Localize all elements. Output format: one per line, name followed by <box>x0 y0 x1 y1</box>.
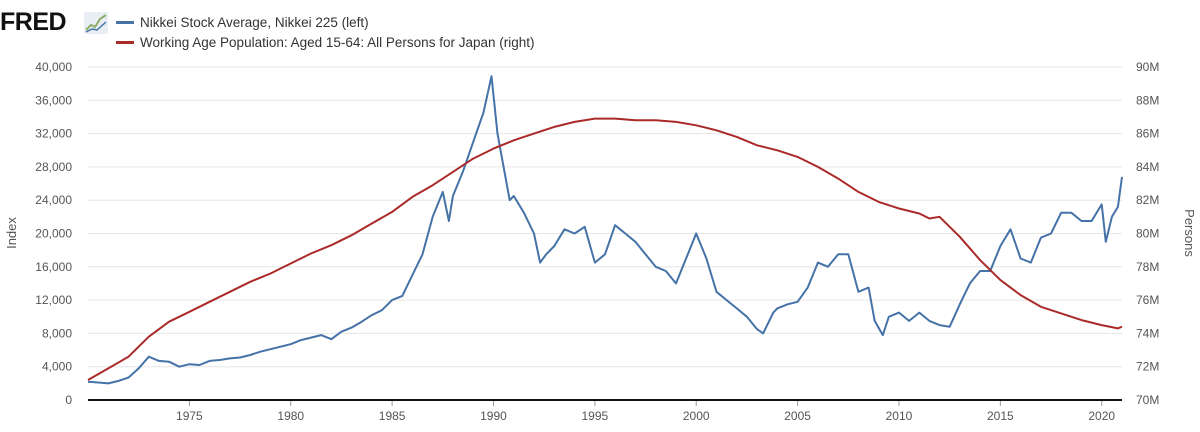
x-tick-label: 1995 <box>582 409 609 423</box>
line-chart-icon <box>84 12 108 34</box>
legend-item-population[interactable]: Working Age Population: Aged 15-64: All … <box>116 32 535 52</box>
right-tick-label: 78M <box>1136 260 1159 274</box>
grid-lines <box>88 66 1122 368</box>
x-tick-label: 2005 <box>784 409 811 423</box>
left-tick-label: 32,000 <box>35 127 72 141</box>
right-axis-ticks: 70M 72M 74M 76M 78M 80M 82M 84M 86M 88M 90M <box>1136 60 1159 407</box>
fred-logo: FRED <box>0 8 67 36</box>
right-tick-label: 76M <box>1136 293 1159 307</box>
nikkei-series-line[interactable] <box>87 75 1123 385</box>
legend-swatch-nikkei <box>116 20 134 24</box>
left-tick-label: 12,000 <box>35 293 72 307</box>
right-tick-label: 72M <box>1136 360 1159 374</box>
x-tick-label: 1975 <box>176 409 203 423</box>
chart-header: FRED Nikkei Stock Average, Nikkei 225 (l… <box>0 0 1200 60</box>
left-tick-label: 16,000 <box>35 260 72 274</box>
x-tick-label: 2015 <box>987 409 1014 423</box>
x-tick-label: 2000 <box>683 409 710 423</box>
x-tick-label: 2020 <box>1088 409 1115 423</box>
left-tick-label: 20,000 <box>35 227 72 241</box>
left-axis-ticks: 0 4,000 8,000 12,000 16,000 20,000 24,000 28,00… <box>35 60 72 407</box>
left-tick-label: 28,000 <box>35 160 72 174</box>
right-tick-label: 88M <box>1136 93 1159 107</box>
right-tick-label: 70M <box>1136 393 1159 407</box>
left-axis-title: Index <box>4 217 19 249</box>
right-tick-label: 90M <box>1136 60 1159 74</box>
right-tick-label: 86M <box>1136 127 1159 141</box>
right-axis-title: Persons <box>1182 209 1197 257</box>
x-tick-label: 1985 <box>379 409 406 423</box>
left-tick-label: 40,000 <box>35 60 72 74</box>
x-tick-label: 1980 <box>277 409 304 423</box>
series-lines <box>87 75 1123 385</box>
x-axis-ticks: 1975 1980 1985 1990 1995 2000 2005 2010 2015 2020 <box>176 400 1115 423</box>
left-tick-label: 0 <box>65 393 72 407</box>
legend-label-nikkei: Nikkei Stock Average, Nikkei 225 (left) <box>140 14 369 30</box>
x-tick-label: 2010 <box>886 409 913 423</box>
right-tick-label: 84M <box>1136 160 1159 174</box>
chart-legend: Nikkei Stock Average, Nikkei 225 (left) … <box>116 12 535 52</box>
legend-item-nikkei[interactable]: Nikkei Stock Average, Nikkei 225 (left) <box>116 12 535 32</box>
x-tick-label: 1990 <box>480 409 507 423</box>
left-tick-label: 4,000 <box>42 360 72 374</box>
right-tick-label: 82M <box>1136 193 1159 207</box>
left-tick-label: 24,000 <box>35 193 72 207</box>
population-series-line[interactable] <box>87 117 1123 381</box>
legend-label-population: Working Age Population: Aged 15-64: All … <box>140 34 535 50</box>
left-tick-label: 36,000 <box>35 93 72 107</box>
legend-swatch-population <box>116 40 134 44</box>
right-tick-label: 74M <box>1136 326 1159 340</box>
right-tick-label: 80M <box>1136 227 1159 241</box>
left-tick-label: 8,000 <box>42 326 72 340</box>
